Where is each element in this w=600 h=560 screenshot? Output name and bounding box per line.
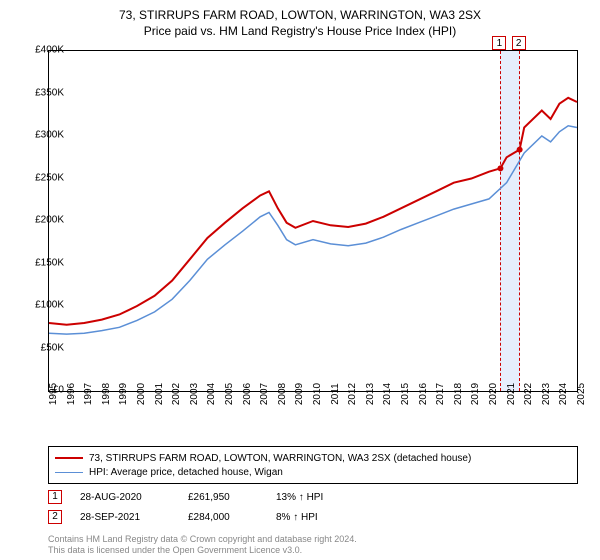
legend-label-hpi: HPI: Average price, detached house, Wiga… <box>89 467 283 478</box>
xtick-label: 2019 <box>470 383 481 405</box>
sale-delta-2: 8% ↑ HPI <box>276 512 318 523</box>
xtick-label: 2003 <box>189 383 200 405</box>
chart-container: 73, STIRRUPS FARM ROAD, LOWTON, WARRINGT… <box>0 0 600 560</box>
xtick-label: 2023 <box>541 383 552 405</box>
legend-row-hpi: HPI: Average price, detached house, Wiga… <box>55 465 571 479</box>
chart-marker-2: 2 <box>512 36 526 50</box>
title-line-2: Price paid vs. HM Land Registry's House … <box>0 24 600 38</box>
xtick-label: 2013 <box>365 383 376 405</box>
xtick-label: 2016 <box>418 383 429 405</box>
chart-marker-1: 1 <box>492 36 506 50</box>
sale-row-1: 1 28-AUG-2020 £261,950 13% ↑ HPI <box>48 490 323 504</box>
sale-date-2: 28-SEP-2021 <box>80 512 170 523</box>
ytick-label: £350K <box>35 87 64 98</box>
xtick-label: 2017 <box>435 383 446 405</box>
sale-price-2: £284,000 <box>188 512 258 523</box>
legend-box: 73, STIRRUPS FARM ROAD, LOWTON, WARRINGT… <box>48 446 578 484</box>
sale-date-1: 28-AUG-2020 <box>80 492 170 503</box>
legend-swatch-hpi <box>55 472 83 473</box>
sale-point <box>497 165 503 171</box>
ytick-label: £100K <box>35 300 64 311</box>
xtick-label: 2000 <box>136 383 147 405</box>
ytick-label: £200K <box>35 215 64 226</box>
xtick-label: 1998 <box>101 383 112 405</box>
xtick-label: 2004 <box>206 383 217 405</box>
sale-delta-1: 13% ↑ HPI <box>276 492 323 503</box>
xtick-label: 2014 <box>382 383 393 405</box>
ytick-label: £50K <box>41 342 64 353</box>
xtick-label: 2024 <box>558 383 569 405</box>
sale-row-2: 2 28-SEP-2021 £284,000 8% ↑ HPI <box>48 510 318 524</box>
xtick-label: 2009 <box>294 383 305 405</box>
xtick-label: 2012 <box>347 383 358 405</box>
xtick-label: 1997 <box>83 383 94 405</box>
footer-line-1: Contains HM Land Registry data © Crown c… <box>48 534 357 545</box>
xtick-label: 2008 <box>277 383 288 405</box>
xtick-label: 2015 <box>400 383 411 405</box>
footer-line-2: This data is licensed under the Open Gov… <box>48 545 357 556</box>
sale-marker-1: 1 <box>48 490 62 504</box>
xtick-label: 1996 <box>66 383 77 405</box>
xtick-label: 2005 <box>224 383 235 405</box>
legend-label-property: 73, STIRRUPS FARM ROAD, LOWTON, WARRINGT… <box>89 453 471 464</box>
xtick-label: 2010 <box>312 383 323 405</box>
title-line-1: 73, STIRRUPS FARM ROAD, LOWTON, WARRINGT… <box>0 8 600 22</box>
sale-marker-2: 2 <box>48 510 62 524</box>
xtick-label: 2021 <box>506 383 517 405</box>
footer-text: Contains HM Land Registry data © Crown c… <box>48 534 357 556</box>
xtick-label: 1999 <box>118 383 129 405</box>
sale-price-1: £261,950 <box>188 492 258 503</box>
ytick-label: £300K <box>35 130 64 141</box>
xtick-label: 2011 <box>330 383 341 405</box>
xtick-label: 2022 <box>523 383 534 405</box>
xtick-label: 2007 <box>259 383 270 405</box>
xtick-label: 2002 <box>171 383 182 405</box>
xtick-label: 2025 <box>576 383 587 405</box>
plot-area <box>48 50 578 392</box>
sale-point <box>517 147 523 153</box>
title-block: 73, STIRRUPS FARM ROAD, LOWTON, WARRINGT… <box>0 0 600 42</box>
series-property <box>49 98 577 325</box>
xtick-label: 2018 <box>453 383 464 405</box>
legend-row-property: 73, STIRRUPS FARM ROAD, LOWTON, WARRINGT… <box>55 451 571 465</box>
xtick-label: 2006 <box>242 383 253 405</box>
xtick-label: 2001 <box>154 383 165 405</box>
legend-swatch-property <box>55 457 83 459</box>
ytick-label: £150K <box>35 257 64 268</box>
xtick-label: 2020 <box>488 383 499 405</box>
ytick-label: £400K <box>35 45 64 56</box>
chart-svg <box>49 51 577 391</box>
ytick-label: £250K <box>35 172 64 183</box>
xtick-label: 1995 <box>48 383 59 405</box>
series-hpi <box>49 126 577 334</box>
